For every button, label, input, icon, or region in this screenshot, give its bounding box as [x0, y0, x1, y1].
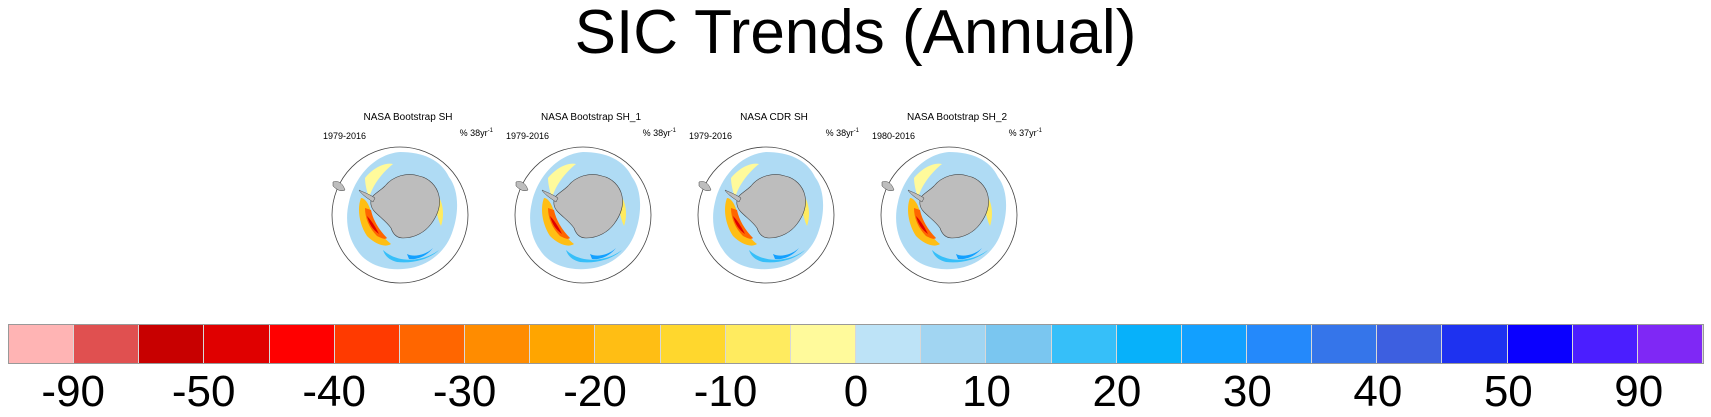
map-panel: NASA Bootstrap SH_2 1980-2016 % 37yr-1 [872, 108, 1042, 298]
map-panels: NASA Bootstrap SH 1979-2016 % 38yr-1 NAS… [323, 108, 1063, 298]
colorbar-tick-label: 0 [843, 367, 869, 416]
polar-map [697, 146, 835, 284]
colorbar-cell [1507, 325, 1573, 363]
south-america-tip [332, 181, 346, 192]
panel-rate: % 37yr-1 [1008, 128, 1042, 138]
colorbar-cell [1637, 325, 1704, 363]
colorbar-tick-label: 30 [1222, 367, 1272, 416]
sea-ice-trend-region [932, 250, 988, 263]
colorbar-tick-label: 10 [961, 367, 1011, 416]
colorbar-cell [1572, 325, 1638, 363]
figure-title: SIC Trends (Annual) [574, 0, 1137, 67]
panel-years: 1980-2016 [872, 131, 916, 141]
panel-rate: % 38yr-1 [825, 128, 859, 138]
panel-title: NASA Bootstrap SH [363, 112, 453, 123]
panel-title: NASA Bootstrap SH_2 [906, 112, 1008, 123]
sea-ice-trend-region [733, 216, 745, 234]
antarctica-landmass [736, 174, 806, 239]
colorbar-tick-label: 90 [1614, 367, 1664, 416]
colorbar-tick-label: 50 [1483, 367, 1533, 416]
colorbar-tick-label: 20 [1092, 367, 1142, 416]
colorbar-cell [1377, 325, 1443, 363]
colorbar-cell [1312, 325, 1378, 363]
panel-title: NASA CDR SH [740, 112, 808, 123]
sea-ice-trend-region [916, 216, 928, 234]
colorbar-tick-label: -10 [693, 367, 758, 416]
sea-ice-trend-region [914, 163, 942, 198]
antarctic-peninsula [907, 189, 925, 203]
colorbar-ticks: -90 -50 -40 -30 -20 -10 0 10 20 30 40 50 90 [0, 368, 1711, 416]
colorbar-cell [790, 325, 857, 363]
colorbar-cell [725, 325, 791, 363]
sea-ice-trend-region [566, 250, 622, 263]
antarctic-peninsula [541, 189, 559, 203]
sea-ice-trend-region [365, 163, 393, 198]
colorbar [8, 324, 1704, 364]
panel-rate: % 38yr-1 [642, 128, 676, 138]
sea-ice-trend-region [548, 208, 570, 239]
colorbar-cell [399, 325, 466, 363]
colorbar-tick-label: -20 [563, 367, 627, 416]
south-america-tip [515, 181, 529, 192]
colorbar-cell [74, 325, 140, 363]
panel-years: 1979-2016 [506, 131, 550, 141]
colorbar-cell [9, 325, 75, 363]
colorbar-cell [921, 325, 987, 363]
colorbar-cell [1442, 325, 1508, 363]
map-panel: NASA Bootstrap SH_1 1979-2016 % 38yr-1 [506, 108, 676, 298]
sea-ice-trend-region [367, 216, 379, 234]
panel-rate: % 38yr-1 [459, 128, 493, 138]
polar-map [880, 146, 1018, 284]
colorbar-cell [269, 325, 335, 363]
sea-ice-trend-region [749, 250, 805, 263]
colorbar-tick-label: -40 [302, 367, 366, 416]
antarctic-peninsula [724, 189, 742, 203]
colorbar-tick-label: -90 [41, 367, 106, 416]
antarctica-landmass [553, 174, 623, 239]
sea-ice-trend-region [550, 216, 562, 234]
colorbar-cell [595, 325, 661, 363]
colorbar-cell [1181, 325, 1247, 363]
sea-ice-trend-region [590, 248, 616, 260]
panel-title: NASA Bootstrap SH_1 [540, 112, 642, 123]
colorbar-cell [204, 325, 270, 363]
colorbar-cell [530, 325, 596, 363]
colorbar-tick-label: -30 [432, 367, 497, 416]
colorbar-cell [465, 325, 531, 363]
colorbar-cell [1116, 325, 1182, 363]
colorbar-cell [1051, 325, 1117, 363]
colorbar-cell [986, 325, 1052, 363]
sea-ice-trend-region [731, 163, 759, 198]
south-america-tip [698, 181, 712, 192]
colorbar-cell [660, 325, 726, 363]
antarctica-landmass [370, 174, 440, 239]
sea-ice-trend-region [548, 163, 576, 198]
sea-ice-trend-region [383, 250, 439, 263]
sea-ice-trend-region [407, 248, 433, 260]
colorbar-cell [856, 325, 922, 363]
map-panel: NASA Bootstrap SH 1979-2016 % 38yr-1 [323, 108, 493, 298]
map-panel: NASA CDR SH 1979-2016 % 38yr-1 [689, 108, 859, 298]
sea-ice-trend-region [773, 248, 799, 260]
sea-ice-trend-region [914, 208, 936, 239]
antarctica-landmass [919, 174, 989, 239]
colorbar-cell [1246, 325, 1313, 363]
polar-map [514, 146, 652, 284]
colorbar-cell [334, 325, 400, 363]
sea-ice-trend-region [731, 208, 753, 239]
colorbar-tick-label: -50 [171, 367, 236, 416]
sea-ice-trend-region [956, 248, 982, 260]
colorbar-tick-label: 40 [1353, 367, 1403, 416]
panel-years: 1979-2016 [689, 131, 733, 141]
polar-map [331, 146, 469, 284]
antarctic-peninsula [358, 189, 376, 203]
south-america-tip [881, 181, 895, 192]
sea-ice-trend-region [365, 208, 387, 239]
panel-years: 1979-2016 [323, 131, 367, 141]
colorbar-cell [139, 325, 205, 363]
